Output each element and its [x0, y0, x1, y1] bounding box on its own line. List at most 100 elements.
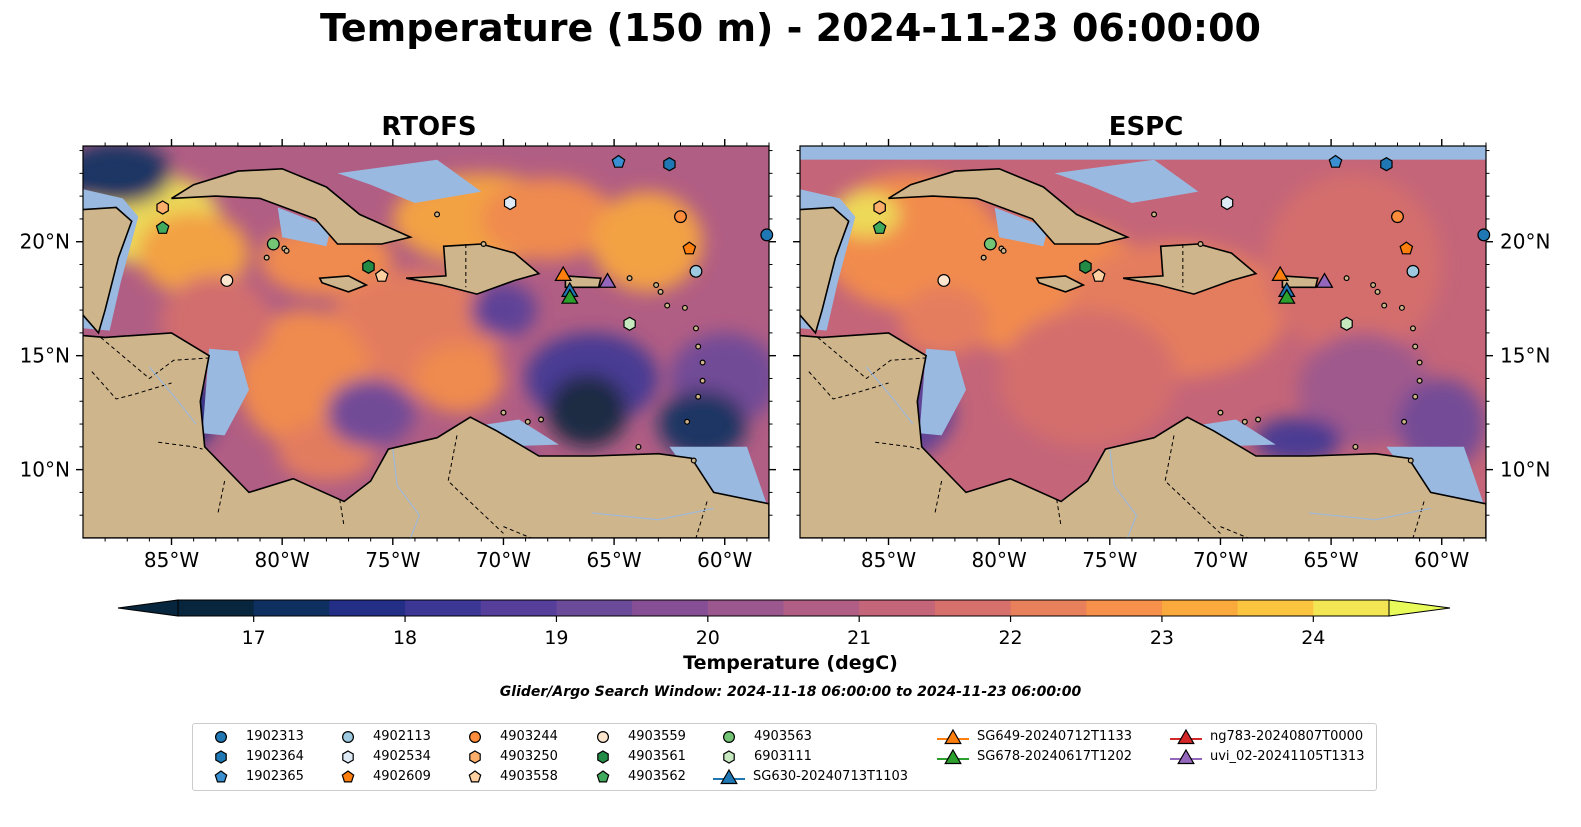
temperature-patch: [414, 344, 504, 413]
platform-1902313: [1477, 228, 1491, 242]
map-ticks: 85°W 80°W 75°W 70°W 65°W 60°W 10°N 15°N 20°N: [20, 139, 776, 572]
country-border: [100, 337, 210, 380]
colorbar-bin: [859, 600, 936, 616]
land-cuba: [888, 167, 1130, 245]
platform-4903563: [983, 237, 997, 251]
hexagon-legend-marker-icon: [342, 750, 354, 764]
island: [692, 325, 699, 332]
map-ticks: 85°W 80°W 75°W 70°W 65°W 60°W 10°N 15°N 20°N: [793, 139, 1550, 572]
platform-4903563: [266, 237, 280, 251]
river: [591, 507, 714, 521]
legend-label: 1902364: [246, 749, 304, 764]
search-window-caption: Glider/Argo Search Window: 2024-11-18 06…: [499, 684, 1082, 700]
platform-4903250: [156, 200, 169, 215]
shelf-area: [277, 207, 331, 247]
colorbar-bin: [783, 600, 860, 616]
temperature-patch: [470, 282, 537, 338]
country-border: [1412, 501, 1425, 538]
legend-label: 4903562: [628, 769, 686, 784]
colorbar-bin: [632, 600, 709, 616]
island: [1151, 211, 1158, 218]
river: [865, 366, 914, 425]
country-border: [1056, 499, 1062, 527]
shelf-area: [994, 207, 1048, 247]
latitude-tick-label: 20°N: [20, 230, 70, 254]
colorbar-tick-label: 20: [696, 627, 720, 649]
country-border: [339, 499, 345, 527]
island: [1412, 393, 1419, 400]
platform-4902534: [503, 195, 517, 211]
platform-1902313: [760, 228, 774, 242]
hexagon-legend-marker-icon: [469, 750, 481, 764]
temperature-patch: [1253, 417, 1343, 463]
platform-uvi_02-20241105T1313: [598, 272, 617, 288]
platform-4902609: [1399, 241, 1414, 255]
platform-SG678-20240617T1202: [1277, 288, 1296, 304]
espc-panel-title: ESPC: [1108, 112, 1184, 142]
island: [524, 418, 531, 425]
land-hispaniola: [1122, 243, 1258, 295]
platform-4903244: [1391, 210, 1404, 224]
legend-label: 4903244: [500, 729, 558, 744]
colorbar-bin: [480, 600, 557, 616]
land-jamaica: [318, 275, 369, 293]
no-data-band: [800, 146, 1486, 160]
island: [1398, 304, 1405, 311]
platform-4903559: [937, 274, 951, 287]
colorbar-bin: [556, 600, 633, 616]
legend-label: 4902609: [373, 769, 431, 784]
land-cuba: [171, 167, 413, 245]
shelf-area: [337, 159, 482, 203]
country-border: [1220, 526, 1250, 538]
island: [980, 254, 987, 261]
latitude-tick-label: 15°N: [1500, 344, 1550, 368]
island: [1197, 240, 1204, 247]
land-centralam: [83, 332, 769, 538]
colorbar-bin: [253, 600, 330, 616]
island: [664, 302, 671, 309]
circle-legend-marker-icon: [723, 730, 736, 744]
colorbar-bin: [178, 600, 255, 616]
island: [1416, 377, 1423, 384]
rtofs-map[interactable]: 85°W 80°W 75°W 70°W 65°W 60°W 10°N 15°N 20°N: [0, 139, 800, 586]
longitude-tick-label: 85°W: [861, 548, 916, 572]
colorbar-tick-label: 19: [544, 627, 568, 649]
shelf-area: [1054, 159, 1199, 203]
land-yucatan: [83, 206, 133, 335]
country-border: [808, 371, 889, 400]
colorbar-extend-high: [1388, 599, 1451, 617]
colorbar-bin: [1086, 600, 1163, 616]
latitude-tick-label: 10°N: [20, 458, 70, 482]
island: [283, 247, 290, 254]
platform-4903558: [374, 268, 389, 282]
island: [1241, 418, 1248, 425]
platform-SG678-20240617T1202: [560, 288, 579, 304]
island: [1255, 416, 1262, 423]
legend-label: 6903111: [754, 749, 812, 764]
platform-4902534: [1220, 195, 1234, 211]
legend-label: ng783-20240807T0000: [1210, 729, 1364, 744]
pentagon-legend-marker-icon: [214, 770, 228, 783]
platform-uvi_02-20241105T1313: [1315, 272, 1334, 288]
colorbar-tick-label: 22: [998, 627, 1022, 649]
espc-map[interactable]: 85°W 80°W 75°W 70°W 65°W 60°W 10°N 15°N 20°N: [717, 139, 1550, 586]
pentagon-legend-marker-icon: [596, 770, 610, 783]
platform-4903561: [362, 259, 375, 274]
colorbar-tick-label: 17: [242, 627, 266, 649]
hexagon-legend-marker-icon: [597, 750, 609, 764]
sg649-legend-marker-icon: [944, 728, 962, 745]
map-frame: [82, 145, 770, 539]
hexagon-legend-marker-icon: [215, 750, 227, 764]
island: [1416, 359, 1423, 366]
platform-6903111: [1340, 316, 1353, 331]
longitude-tick-label: 80°W: [255, 548, 310, 572]
platform-1902365: [1328, 154, 1343, 168]
island: [699, 359, 706, 366]
island: [681, 304, 688, 311]
platform-4902113: [689, 264, 703, 278]
colorbar-tick-label: 24: [1301, 627, 1325, 649]
longitude-tick-label: 65°W: [1303, 548, 1358, 572]
platform-4903250: [873, 200, 886, 215]
colorbar-tick-label: 21: [847, 627, 871, 649]
platform-4903562: [155, 220, 170, 234]
